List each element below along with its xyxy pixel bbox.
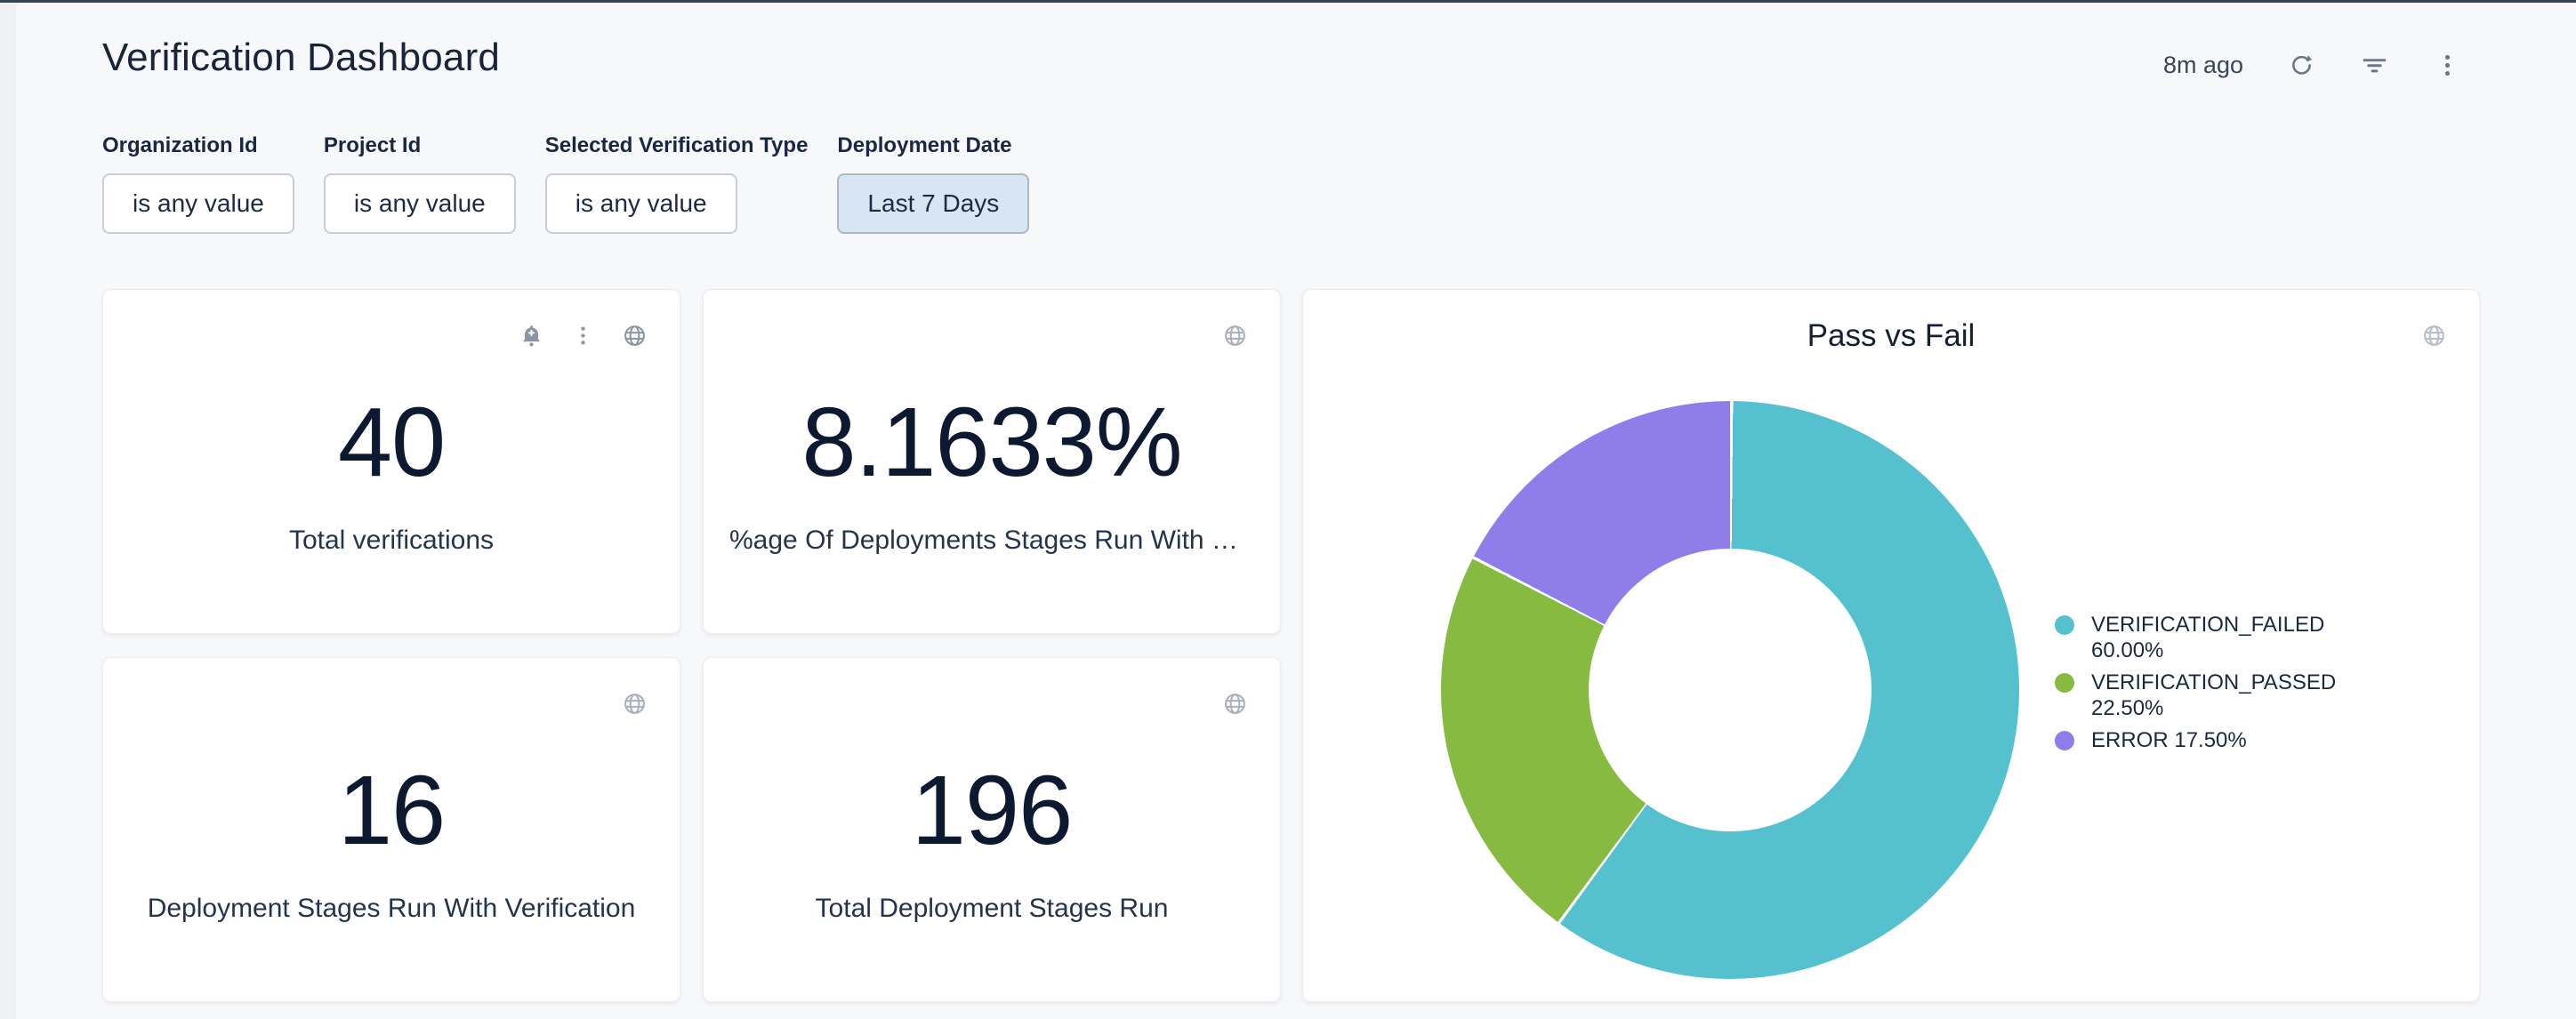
filter-icon — [2361, 52, 2388, 79]
kpi-value: 16 — [338, 762, 445, 860]
filter-label: Deployment Date — [837, 133, 1029, 158]
legend-dot — [2055, 673, 2074, 693]
refresh-button[interactable] — [2286, 50, 2316, 80]
kpi-card-stages-run-with-verification: 16 Deployment Stages Run With Verificati… — [102, 657, 680, 1002]
chart-title: Pass vs Fail — [1303, 318, 2479, 354]
kpi-label: Total Deployment Stages Run — [816, 894, 1169, 924]
legend-value: 60.00% — [2091, 638, 2324, 663]
dashboard-more-menu-button[interactable] — [2432, 50, 2462, 80]
globe-icon — [1222, 691, 1248, 717]
chart-legend: VERIFICATION_FAILED 60.00% VERIFICATION_… — [2055, 612, 2336, 753]
header-actions: 8m ago — [2163, 50, 2462, 80]
dashboard-filters-button[interactable] — [2359, 50, 2389, 80]
legend-label: ERROR 17.50% — [2091, 727, 2247, 753]
globe-icon — [622, 691, 648, 717]
filter-value-chip[interactable]: Last 7 Days — [837, 173, 1029, 234]
filter-bar: Organization Id is any value Project Id … — [102, 133, 1029, 234]
explore-from-here-button[interactable] — [1220, 688, 1250, 718]
legend-dot — [2055, 731, 2074, 750]
legend-item-error[interactable]: ERROR 17.50% — [2055, 727, 2336, 753]
kpi-card-pct-stages-with-verification: 8.1633% %age Of Deployments Stages Run W… — [703, 289, 1281, 634]
filter-selected-verification-type: Selected Verification Type is any value — [545, 133, 809, 234]
kpi-card-total-deployment-stages-run: 196 Total Deployment Stages Run — [703, 657, 1281, 1002]
legend-value: 22.50% — [2091, 695, 2336, 721]
globe-icon — [1222, 323, 1248, 349]
kpi-label: Deployment Stages Run With Verification — [148, 894, 636, 924]
legend-label: VERIFICATION_FAILED — [2091, 612, 2324, 638]
filter-project-id: Project Id is any value — [324, 133, 516, 234]
legend-label: VERIFICATION_PASSED — [2091, 670, 2336, 695]
explore-from-here-button[interactable] — [619, 320, 649, 350]
chart-card-pass-vs-fail: Pass vs Fail VERIFICATION_FAILED 60.00% … — [1302, 289, 2480, 1002]
legend-item-verification-failed[interactable]: VERIFICATION_FAILED 60.00% — [2055, 612, 2336, 663]
filter-value-chip[interactable]: is any value — [102, 173, 294, 234]
explore-from-here-button[interactable] — [2419, 320, 2449, 350]
alert-bell-button[interactable] — [516, 320, 546, 350]
kebab-menu-icon — [2434, 52, 2461, 79]
filter-value-chip[interactable]: is any value — [324, 173, 516, 234]
filter-label: Selected Verification Type — [545, 133, 809, 158]
filter-value-chip[interactable]: is any value — [545, 173, 737, 234]
globe-icon — [2421, 323, 2447, 349]
kpi-label: Total verifications — [289, 526, 494, 556]
filter-organization-id: Organization Id is any value — [102, 133, 294, 234]
window-top-edge — [0, 0, 2576, 3]
filter-label: Project Id — [324, 133, 516, 158]
explore-from-here-button[interactable] — [619, 688, 649, 718]
page-title: Verification Dashboard — [102, 36, 500, 80]
filter-deployment-date: Deployment Date Last 7 Days — [837, 133, 1029, 234]
tile-more-menu-button[interactable] — [568, 320, 598, 350]
kpi-value: 196 — [912, 762, 1073, 860]
explore-from-here-button[interactable] — [1220, 320, 1250, 350]
globe-icon — [622, 323, 648, 349]
bell-plus-icon — [519, 323, 544, 349]
kpi-value: 8.1633% — [801, 394, 1181, 492]
kebab-menu-icon — [570, 323, 596, 349]
legend-item-verification-passed[interactable]: VERIFICATION_PASSED 22.50% — [2055, 670, 2336, 721]
kpi-card-total-verifications: 40 Total verifications — [102, 289, 680, 634]
left-gutter — [0, 3, 16, 1019]
donut-hole — [1589, 549, 1872, 831]
last-refresh-label: 8m ago — [2163, 52, 2243, 79]
filter-label: Organization Id — [102, 133, 294, 158]
donut-chart[interactable] — [1441, 401, 2019, 979]
legend-dot — [2055, 615, 2074, 635]
kpi-label: %age Of Deployments Stages Run With V… — [729, 526, 1254, 556]
kpi-value: 40 — [338, 394, 445, 492]
refresh-icon — [2288, 52, 2315, 79]
